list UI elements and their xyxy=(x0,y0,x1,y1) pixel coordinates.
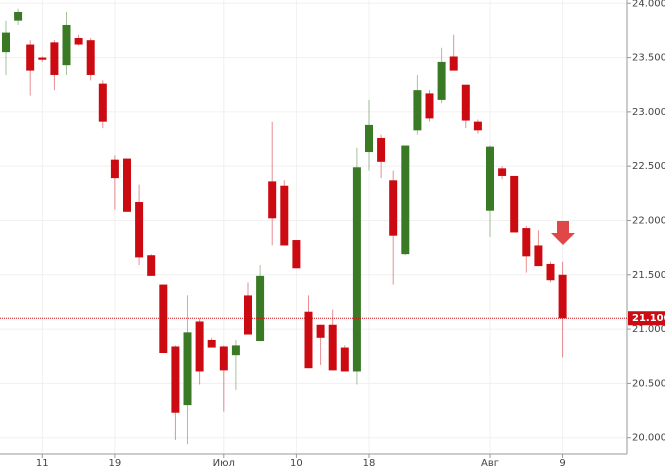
candle-body xyxy=(50,42,59,75)
candle-body xyxy=(38,57,47,60)
candle-body xyxy=(98,83,107,122)
x-tick-label: 11 xyxy=(36,458,49,469)
x-tick-label: 19 xyxy=(109,458,122,469)
current-price-box xyxy=(628,311,665,326)
candle-body xyxy=(486,146,494,211)
candle-body xyxy=(473,121,482,131)
x-tick-label: Авг xyxy=(481,458,499,469)
y-tick-label: 22.500 xyxy=(632,161,665,172)
candle-body xyxy=(86,40,95,75)
candle-body xyxy=(74,38,83,45)
candle-body xyxy=(437,61,446,100)
x-tick-label: 9 xyxy=(559,458,565,469)
candle-body xyxy=(62,24,71,66)
candle-body xyxy=(340,347,349,372)
candle-body xyxy=(2,32,10,53)
current-price-label: 21.100 xyxy=(632,313,665,324)
candle-body xyxy=(256,275,265,342)
candle-body xyxy=(425,93,434,119)
candle-body xyxy=(389,180,398,236)
signal-arrow xyxy=(551,221,575,245)
candle-body xyxy=(534,245,543,267)
candle-body xyxy=(171,346,180,413)
candle-body xyxy=(498,168,507,176)
candle-body xyxy=(352,167,361,372)
x-tick-label: Июл xyxy=(213,458,235,469)
candle-body xyxy=(546,263,555,281)
candle-body xyxy=(14,11,23,21)
candle-body xyxy=(377,137,386,162)
candle-body xyxy=(26,44,35,71)
y-tick-label: 23.000 xyxy=(632,107,665,118)
candle-body xyxy=(280,185,289,246)
candle-body xyxy=(328,324,337,371)
candle-body xyxy=(558,274,567,319)
candle-body xyxy=(449,56,458,71)
candle-body xyxy=(123,158,131,212)
candle-body xyxy=(461,84,470,121)
y-tick-label: 24.000 xyxy=(632,0,665,9)
candle-body xyxy=(110,159,119,179)
candle-body xyxy=(365,124,373,153)
candle-body xyxy=(401,145,410,255)
candle-body xyxy=(207,339,216,348)
candle-body xyxy=(135,202,144,258)
y-tick-label: 21.000 xyxy=(632,324,665,335)
y-tick-label: 23.500 xyxy=(632,53,665,64)
y-tick-label: 20.000 xyxy=(632,433,665,444)
candle-body xyxy=(195,321,204,372)
candle-body xyxy=(304,311,313,369)
candle-body xyxy=(292,240,301,269)
y-tick-label: 22.000 xyxy=(632,215,665,226)
candle-body xyxy=(231,345,240,356)
candle-body xyxy=(147,255,156,276)
y-tick-label: 21.500 xyxy=(632,270,665,281)
candle-body xyxy=(268,181,277,219)
x-tick-label: 18 xyxy=(363,458,376,469)
candle-body xyxy=(219,346,228,371)
x-tick-label: 10 xyxy=(290,458,303,469)
candle-body xyxy=(522,228,531,257)
candle-body xyxy=(510,175,519,233)
candle-body xyxy=(183,332,192,406)
candle-body xyxy=(159,284,168,353)
candle-body xyxy=(244,295,252,335)
candle-body xyxy=(413,90,422,131)
candle-body xyxy=(316,324,325,338)
y-tick-label: 20.500 xyxy=(632,378,665,389)
